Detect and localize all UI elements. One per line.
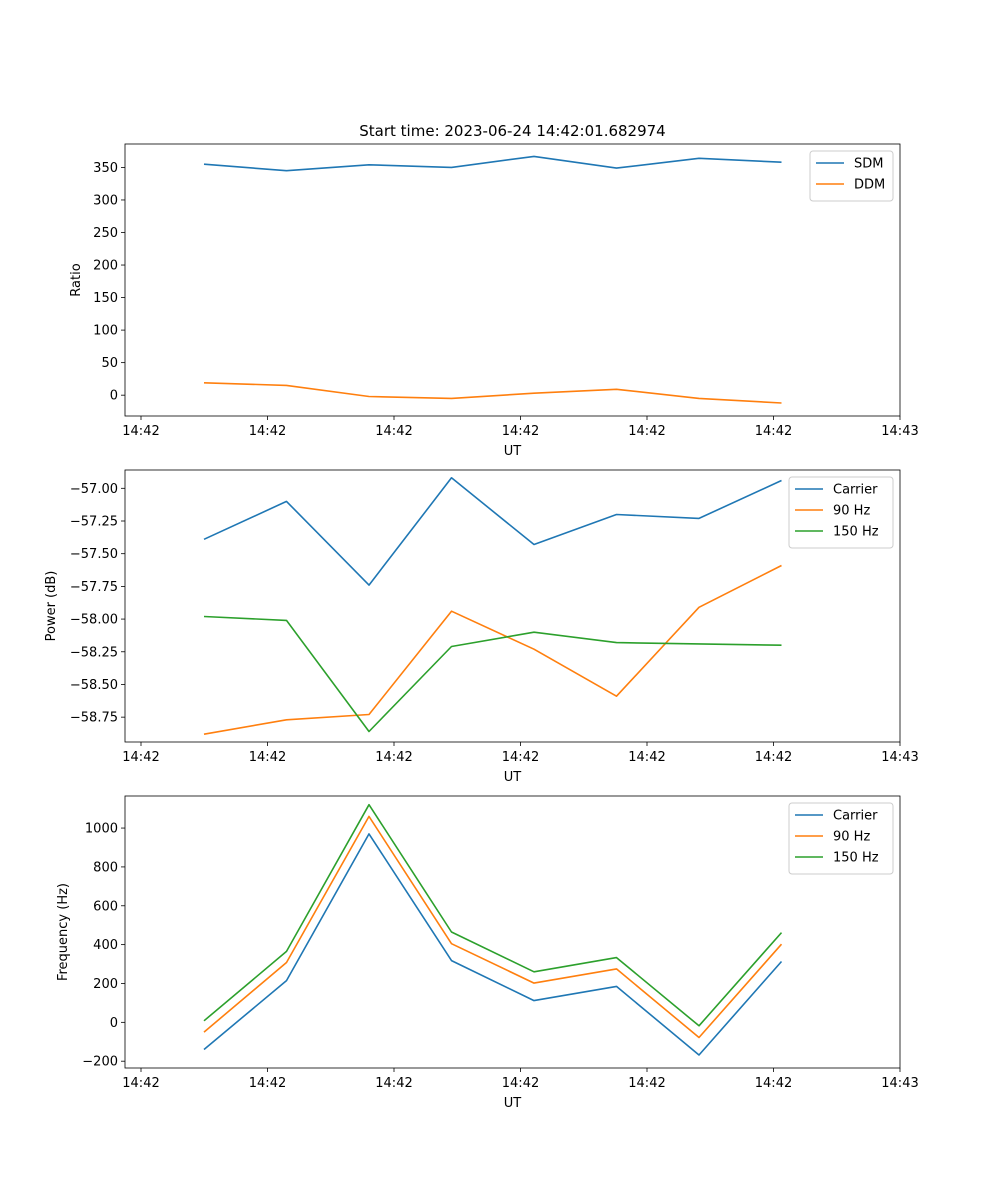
y-tick-label: −57.75 [70,580,118,595]
legend-label: DDM [854,178,885,193]
y-tick-label: −58.75 [70,711,118,726]
y-tick-label: −58.00 [70,613,118,628]
y-tick-label: −58.25 [70,645,118,660]
x-tick-label: 14:42 [502,1076,539,1091]
legend: SDM DDM [809,150,894,202]
y-tick-label: −58.50 [70,678,118,693]
y-axis-label: Ratio [69,263,84,296]
y-tick-label: −57.00 [70,482,118,497]
y-tick-label: 150 [93,291,118,306]
y-tick-label: 200 [93,259,118,274]
legend-label: Carrier [833,483,878,498]
y-tick-label: 1000 [85,822,118,837]
y-tick-label: 200 [93,977,118,992]
y-tick-label: 50 [101,356,118,371]
x-tick-label: 14:42 [122,750,159,765]
series-line-150-hz [203,803,783,1027]
y-tick-label: −57.50 [70,547,118,562]
x-tick-label: 14:42 [755,1076,792,1091]
legend: Carrier 90 Hz 150 Hz [788,802,894,875]
legend: Carrier 90 Hz 150 Hz [788,476,894,549]
y-axis-label: Frequency (Hz) [56,883,71,981]
plot-frame [124,469,901,743]
series-line-sdm [203,155,782,172]
x-tick-label: 14:42 [122,424,159,439]
y-tick-label: 400 [93,938,118,953]
x-tick-label: 14:42 [249,750,286,765]
y-tick-label: 250 [93,226,118,241]
x-tick-label: 14:42 [375,424,412,439]
x-tick-label: 14:42 [755,750,792,765]
y-tick-label: 300 [93,193,118,208]
y-tick-label: 600 [93,899,118,914]
chart-panel-3: 14:42 14:42 14:42 14:42 14:42 14:42 14:43 −200 0… [56,795,919,1111]
x-tick-label: 14:42 [249,424,286,439]
y-tick-label: 800 [93,860,118,875]
x-tick-label: 14:42 [755,424,792,439]
legend-label: 150 Hz [833,525,879,540]
legend-label: 90 Hz [833,504,870,519]
y-tick-label: 0 [110,1016,118,1031]
legend-label: 90 Hz [833,830,870,845]
chart-panel-2: 14:42 14:42 14:42 14:42 14:42 14:42 14:43 −58.7… [44,469,919,785]
panels: 14:42 14:42 14:42 14:42 14:42 14:42 14:43 0 50 10… [44,143,919,1111]
x-tick-label: 14:42 [249,1076,286,1091]
plot-frame [124,143,901,417]
legend-label: 150 Hz [833,851,879,866]
y-tick-label: −57.25 [70,515,118,530]
y-axis-label: Power (dB) [44,571,59,642]
x-tick-label: 14:42 [375,750,412,765]
x-tick-label: 14:43 [881,1076,918,1091]
y-tick-label: −200 [82,1055,118,1070]
series-line-150-hz [203,615,782,733]
legend-label: SDM [854,157,883,172]
y-tick-label: 0 [110,389,118,404]
series-line-ddm [203,382,782,404]
y-tick-label: 350 [93,161,118,176]
series-line-carrier [203,476,782,586]
x-tick-label: 14:42 [628,424,665,439]
x-tick-label: 14:42 [628,1076,665,1091]
series-line-90-hz [203,815,783,1039]
plot-frame [124,795,901,1069]
x-tick-label: 14:43 [881,424,918,439]
x-tick-label: 14:42 [628,750,665,765]
figure-title: Start time: 2023-06-24 14:42:01.682974 [359,122,665,140]
x-tick-label: 14:43 [881,750,918,765]
series-line-90-hz [203,564,782,735]
series-line-carrier [203,833,783,1056]
x-tick-label: 14:42 [502,750,539,765]
x-axis-label: UT [504,444,522,459]
x-tick-label: 14:42 [122,1076,159,1091]
legend-label: Carrier [833,809,878,824]
x-axis-label: UT [504,1096,522,1111]
x-tick-label: 14:42 [502,424,539,439]
y-tick-label: 100 [93,324,118,339]
chart-panel-1: 14:42 14:42 14:42 14:42 14:42 14:42 14:43 0 50 10… [69,143,919,459]
x-tick-label: 14:42 [375,1076,412,1091]
x-axis-label: UT [504,770,522,785]
